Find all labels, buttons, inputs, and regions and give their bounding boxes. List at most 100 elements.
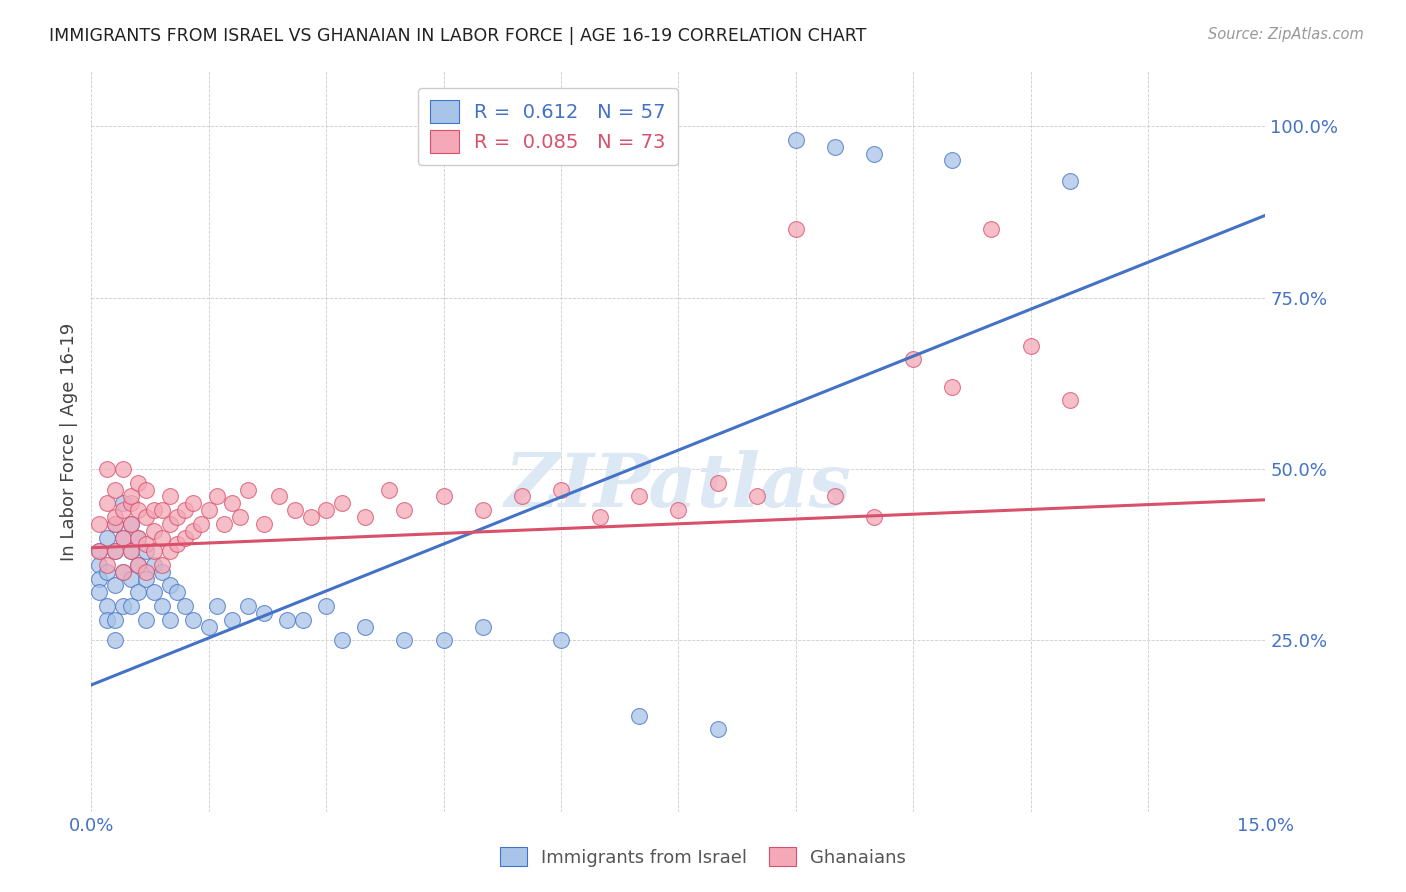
- Point: [236, 599, 259, 613]
- Point: [135, 483, 157, 497]
- Point: [111, 565, 134, 579]
- Text: Source: ZipAtlas.com: Source: ZipAtlas.com: [1208, 27, 1364, 42]
- Point: [120, 544, 142, 558]
- Point: [205, 489, 228, 503]
- Point: [181, 524, 204, 538]
- Point: [96, 558, 118, 572]
- Point: [143, 544, 166, 558]
- Point: [135, 544, 157, 558]
- Point: [354, 510, 377, 524]
- Point: [291, 613, 314, 627]
- Point: [89, 516, 111, 531]
- Point: [221, 496, 243, 510]
- Point: [824, 489, 846, 503]
- Point: [166, 510, 188, 524]
- Point: [628, 489, 651, 503]
- Point: [96, 462, 118, 476]
- Point: [181, 613, 204, 627]
- Point: [111, 531, 134, 545]
- Point: [197, 619, 219, 633]
- Point: [120, 599, 142, 613]
- Point: [1019, 338, 1042, 352]
- Point: [174, 531, 197, 545]
- Point: [785, 222, 807, 236]
- Point: [589, 510, 612, 524]
- Point: [174, 503, 197, 517]
- Point: [89, 572, 111, 586]
- Point: [135, 537, 157, 551]
- Point: [96, 496, 118, 510]
- Point: [628, 708, 651, 723]
- Point: [394, 503, 416, 517]
- Point: [550, 483, 572, 497]
- Point: [706, 723, 728, 737]
- Point: [96, 613, 118, 627]
- Point: [89, 558, 111, 572]
- Point: [276, 613, 298, 627]
- Point: [315, 503, 337, 517]
- Point: [135, 613, 157, 627]
- Point: [159, 516, 181, 531]
- Point: [135, 565, 157, 579]
- Point: [214, 516, 236, 531]
- Y-axis label: In Labor Force | Age 16-19: In Labor Force | Age 16-19: [59, 322, 77, 561]
- Point: [550, 633, 572, 648]
- Point: [471, 619, 494, 633]
- Point: [104, 516, 127, 531]
- Point: [229, 510, 252, 524]
- Point: [120, 516, 142, 531]
- Point: [205, 599, 228, 613]
- Point: [150, 599, 173, 613]
- Point: [143, 585, 166, 599]
- Point: [330, 496, 353, 510]
- Point: [150, 558, 173, 572]
- Point: [236, 483, 259, 497]
- Point: [1059, 393, 1081, 408]
- Point: [471, 503, 494, 517]
- Point: [120, 572, 142, 586]
- Point: [135, 510, 157, 524]
- Point: [104, 544, 127, 558]
- Point: [1059, 174, 1081, 188]
- Text: ZIPatlas: ZIPatlas: [505, 450, 852, 522]
- Point: [166, 537, 188, 551]
- Point: [111, 565, 134, 579]
- Point: [941, 380, 963, 394]
- Point: [104, 510, 127, 524]
- Point: [252, 606, 274, 620]
- Point: [120, 496, 142, 510]
- Point: [111, 503, 134, 517]
- Point: [159, 578, 181, 592]
- Point: [104, 544, 127, 558]
- Point: [159, 544, 181, 558]
- Point: [127, 531, 149, 545]
- Point: [111, 531, 134, 545]
- Point: [510, 489, 533, 503]
- Point: [127, 503, 149, 517]
- Point: [863, 510, 886, 524]
- Point: [941, 153, 963, 168]
- Point: [120, 544, 142, 558]
- Point: [181, 496, 204, 510]
- Point: [901, 352, 924, 367]
- Point: [252, 516, 274, 531]
- Legend: Immigrants from Israel, Ghanaians: Immigrants from Israel, Ghanaians: [492, 840, 914, 874]
- Point: [104, 578, 127, 592]
- Point: [150, 503, 173, 517]
- Point: [284, 503, 307, 517]
- Point: [96, 565, 118, 579]
- Point: [980, 222, 1002, 236]
- Point: [127, 558, 149, 572]
- Point: [432, 489, 454, 503]
- Point: [150, 531, 173, 545]
- Point: [269, 489, 291, 503]
- Point: [111, 496, 134, 510]
- Point: [89, 544, 111, 558]
- Point: [89, 544, 111, 558]
- Legend: R =  0.612   N = 57, R =  0.085   N = 73: R = 0.612 N = 57, R = 0.085 N = 73: [418, 88, 678, 164]
- Point: [824, 140, 846, 154]
- Point: [143, 558, 166, 572]
- Point: [706, 475, 728, 490]
- Point: [143, 524, 166, 538]
- Point: [354, 619, 377, 633]
